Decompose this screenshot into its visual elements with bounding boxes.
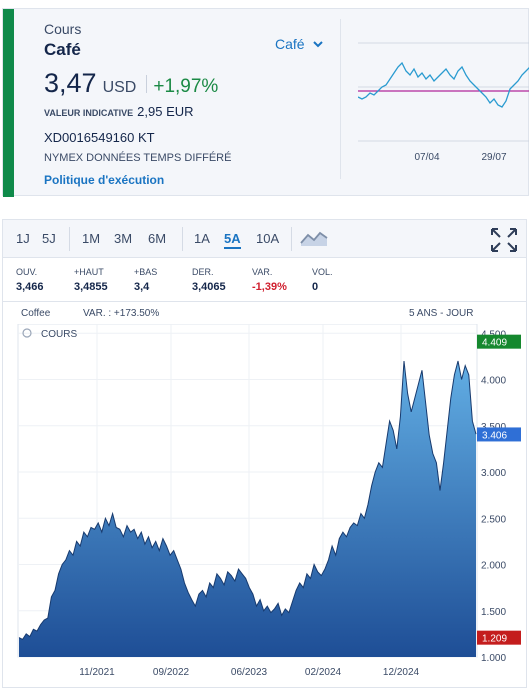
y-tick-label: 4.000 [481, 376, 506, 387]
price-change: +1,97% [153, 76, 219, 97]
instrument-selector[interactable]: Café [275, 36, 323, 52]
toolbar-divider [182, 227, 183, 251]
stat-vol: 0 [312, 281, 319, 293]
accent-bar [3, 9, 14, 197]
stat-low-label: +BAS [134, 267, 158, 277]
area-chart-icon[interactable] [300, 229, 328, 247]
price-chart[interactable]: COURS 1.000 1.500 2.000 2.500 3.000 3.500 4.00… [3, 324, 526, 687]
chart-meta: Coffee VAR. : +173.50% 5 ANS - JOUR [3, 308, 526, 324]
y-tick-label: 1.000 [481, 653, 506, 664]
quote-label: Cours [44, 21, 82, 37]
y-tick-label: 3.000 [481, 468, 506, 479]
y-tick-label: 1.500 [481, 607, 506, 618]
chart-panel: 1J 5J 1M 3M 6M 1A 5A 10A OUV. 3,466 +HAU… [2, 219, 527, 688]
instrument-selector-label: Café [275, 36, 305, 52]
price-marker: 1.209 [477, 630, 521, 645]
indicative-value: VALEUR INDICATIVE 2,95 EUR [44, 104, 194, 119]
price-marker-label: 4.409 [482, 338, 507, 349]
mini-x-label: 07/04 [414, 152, 439, 163]
mini-price-line [358, 61, 529, 108]
y-tick-label: 2.000 [481, 561, 506, 572]
chart-period: 5 ANS - JOUR [409, 308, 474, 319]
tab-6m[interactable]: 6M [148, 231, 167, 246]
divider [340, 19, 341, 179]
stat-var-label: VAR. [252, 267, 273, 277]
price-marker: 3.406 [477, 427, 521, 442]
price-marker: 4.409 [477, 334, 521, 349]
instrument-name: Café [44, 40, 81, 59]
price-marker-label: 1.209 [482, 634, 507, 645]
legend-label: COURS [41, 329, 77, 340]
chart-toolbar: 1J 5J 1M 3M 6M 1A 5A 10A [3, 220, 526, 258]
chart-symbol: Coffee [21, 308, 51, 319]
x-tick-label: 06/2023 [231, 667, 268, 678]
gear-icon [22, 328, 32, 338]
price-marker-label: 3.406 [482, 430, 507, 441]
x-tick-label: 02/2024 [305, 667, 342, 678]
stat-high: 3,4855 [74, 281, 108, 293]
chart-variation: VAR. : +173.50% [83, 308, 160, 319]
tab-1m[interactable]: 1M [82, 231, 101, 246]
quote-card: Cours Café Café 3,47 USD +1,97% VALEUR I… [2, 8, 529, 197]
stat-high-label: +HAUT [74, 267, 104, 277]
fullscreen-icon[interactable] [490, 227, 518, 253]
price-currency: USD [102, 79, 137, 96]
price-value: 3,47 [44, 68, 97, 98]
stats-row: OUV. 3,466 +HAUT 3,4855 +BAS 3,4 DER. 3,… [3, 259, 526, 302]
toolbar-divider [291, 227, 292, 251]
price-area [19, 361, 476, 657]
tab-10a[interactable]: 10A [256, 231, 280, 246]
stat-var: -1,39% [252, 281, 287, 293]
mini-x-label: 29/07 [481, 152, 506, 163]
tab-3m[interactable]: 3M [114, 231, 133, 246]
mini-chart: 07/04 29/07 [358, 42, 529, 163]
execution-policy-link[interactable]: Politique d'exécution [44, 173, 165, 187]
chart-legend: COURS [22, 328, 77, 340]
tab-5j[interactable]: 5J [42, 231, 56, 246]
stat-last-label: DER. [192, 267, 214, 277]
indicative-amount: 2,95 EUR [137, 104, 194, 119]
tab-1j[interactable]: 1J [16, 231, 30, 246]
stat-vol-label: VOL. [312, 267, 333, 277]
indicative-label: VALEUR INDICATIVE [44, 108, 134, 118]
tab-5a[interactable]: 5A [224, 231, 241, 249]
x-tick-label: 11/2021 [79, 667, 115, 678]
stat-open-label: OUV. [16, 267, 38, 277]
y-tick-label: 2.500 [481, 514, 506, 525]
isin-code: XD0016549160 KT [44, 130, 155, 145]
x-tick-label: 09/2022 [153, 667, 190, 678]
stat-last: 3,4065 [192, 281, 226, 293]
stat-open: 3,466 [16, 281, 44, 293]
y-tick-label: 3.500 [481, 422, 506, 433]
delay-note: NYMEX DONNÉES TEMPS DIFFÉRÉ [44, 152, 232, 164]
stat-low: 3,4 [134, 281, 150, 293]
price-row: 3,47 USD +1,97% [44, 68, 218, 99]
price-line [18, 360, 477, 641]
x-tick-label: 12/2024 [383, 667, 420, 678]
toolbar-divider [69, 227, 70, 251]
tab-1a[interactable]: 1A [194, 231, 210, 246]
chevron-down-icon [312, 40, 323, 47]
price-separator [146, 74, 148, 93]
